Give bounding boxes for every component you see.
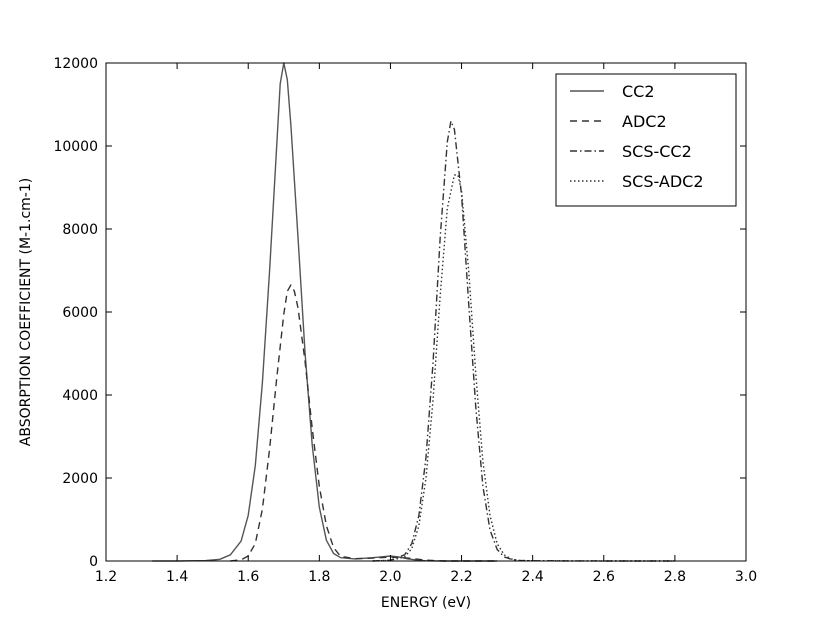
x-tick-label: 2.2 — [450, 569, 472, 585]
y-tick-label: 10000 — [53, 139, 98, 155]
series-line-cc2 — [152, 62, 498, 562]
y-tick-label: 12000 — [53, 56, 98, 72]
legend-label-scs-adc2: SCS-ADC2 — [622, 172, 704, 191]
y-tick-label: 0 — [89, 554, 98, 570]
x-tick-label: 3.0 — [735, 569, 757, 585]
series-line-scs-adc2 — [372, 174, 675, 562]
x-tick-label: 2.0 — [379, 569, 401, 585]
legend-label-scs-cc2: SCS-CC2 — [622, 142, 692, 161]
y-tick-label: 2000 — [62, 471, 98, 487]
legend-box — [555, 73, 737, 207]
x-tick-label: 1.8 — [308, 569, 330, 585]
series-layer — [152, 62, 675, 562]
ticks-layer: 1.2 1.4 1.6 1.8 2.0 2.2 2.4 2.6 2.8 3.0 0 2000 4000 6… — [53, 56, 757, 585]
x-tick-label: 2.8 — [664, 569, 686, 585]
x-tick-label: 2.4 — [522, 569, 544, 585]
x-tick-label: 2.6 — [593, 569, 615, 585]
x-tick-label: 1.6 — [237, 569, 259, 585]
x-tick-label: 1.4 — [166, 569, 188, 585]
y-tick-label: 4000 — [62, 388, 98, 404]
x-axis-title: ENERGY (eV) — [381, 595, 471, 611]
x-tick-label: 1.2 — [95, 569, 117, 585]
y-axis-title: ABSORPTION COEFFICIENT (M-1.cm-1) — [18, 178, 34, 446]
legend-label-adc2: ADC2 — [622, 112, 667, 131]
y-tick-label: 6000 — [62, 305, 98, 321]
legend: CC2 ADC2 SCS-CC2 SCS-ADC2 — [555, 73, 737, 207]
legend-label-cc2: CC2 — [622, 82, 655, 101]
series-line-adc2 — [230, 284, 498, 562]
y-tick-label: 8000 — [62, 222, 98, 238]
